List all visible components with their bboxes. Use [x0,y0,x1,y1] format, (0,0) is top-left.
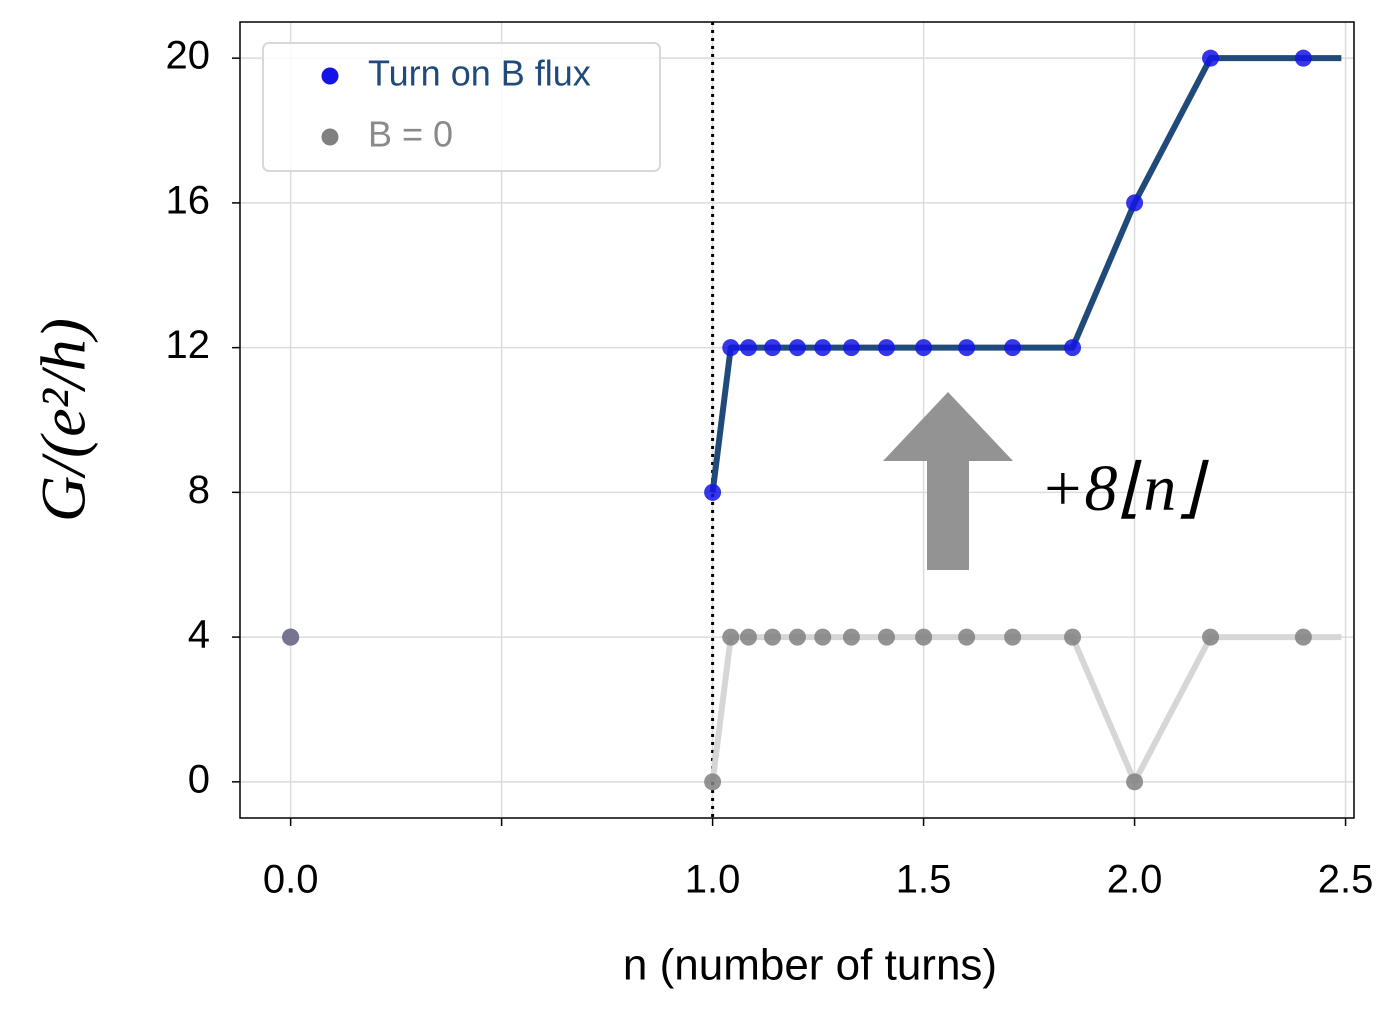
data-point [877,628,895,646]
y-tick-label: 12 [166,323,211,367]
y-tick-label: 20 [166,34,211,78]
data-point [958,339,976,357]
data-point [1202,628,1220,646]
data-point [739,339,757,357]
series-line [709,634,1342,785]
data-point [1004,628,1022,646]
data-point [1004,339,1022,357]
data-point [704,483,722,501]
x-axis-label: n (number of turns) [623,941,997,990]
data-point [1126,773,1144,791]
annotation: +8⌊n⌋ [1040,452,1209,525]
legend: Turn on B flux B = 0 [262,42,661,172]
x-tick-label: 2.0 [1107,858,1163,902]
data-point [814,628,832,646]
y-tick-label: 0 [188,757,210,801]
data-point [915,628,933,646]
x-tick-label: 1.5 [896,858,952,902]
data-point [282,628,300,646]
data-point [1126,194,1144,212]
legend-marker [321,67,339,85]
data-point [1294,628,1312,646]
legend-label: Turn on B flux [368,53,591,94]
plot [282,49,1342,791]
y-tick-label: 16 [166,178,211,222]
legend-marker [321,128,339,146]
data-point [915,339,933,357]
plot-frame [239,21,1355,819]
x-tick-label: 1.0 [685,858,741,902]
data-point [704,773,722,791]
data-point [1202,49,1220,67]
data-point [842,339,860,357]
arrow [883,392,1013,570]
x-tick-label: 2.5 [1318,858,1374,902]
data-point [1064,339,1082,357]
data-point [722,339,740,357]
y-tick-label: 8 [188,468,210,512]
y-tick-label: 4 [188,613,210,657]
ticks: 0 4 8 12 16 20 0.0 1.0 1.5 2.0 2.5 [166,34,1374,902]
data-point [764,628,782,646]
data-point [739,628,757,646]
data-point [1064,628,1082,646]
data-point [958,628,976,646]
legend-box [262,42,661,172]
data-point [788,628,806,646]
data-point [842,628,860,646]
data-point [788,339,806,357]
data-point [764,339,782,357]
data-point [877,339,895,357]
data-point [814,339,832,357]
legend-label: B = 0 [368,114,453,155]
y-axis-label: G/(e²/h) [28,318,99,522]
x-tick-label: 0.0 [263,858,319,902]
data-point [722,628,740,646]
series-line [709,55,1342,493]
data-point [1294,49,1312,67]
